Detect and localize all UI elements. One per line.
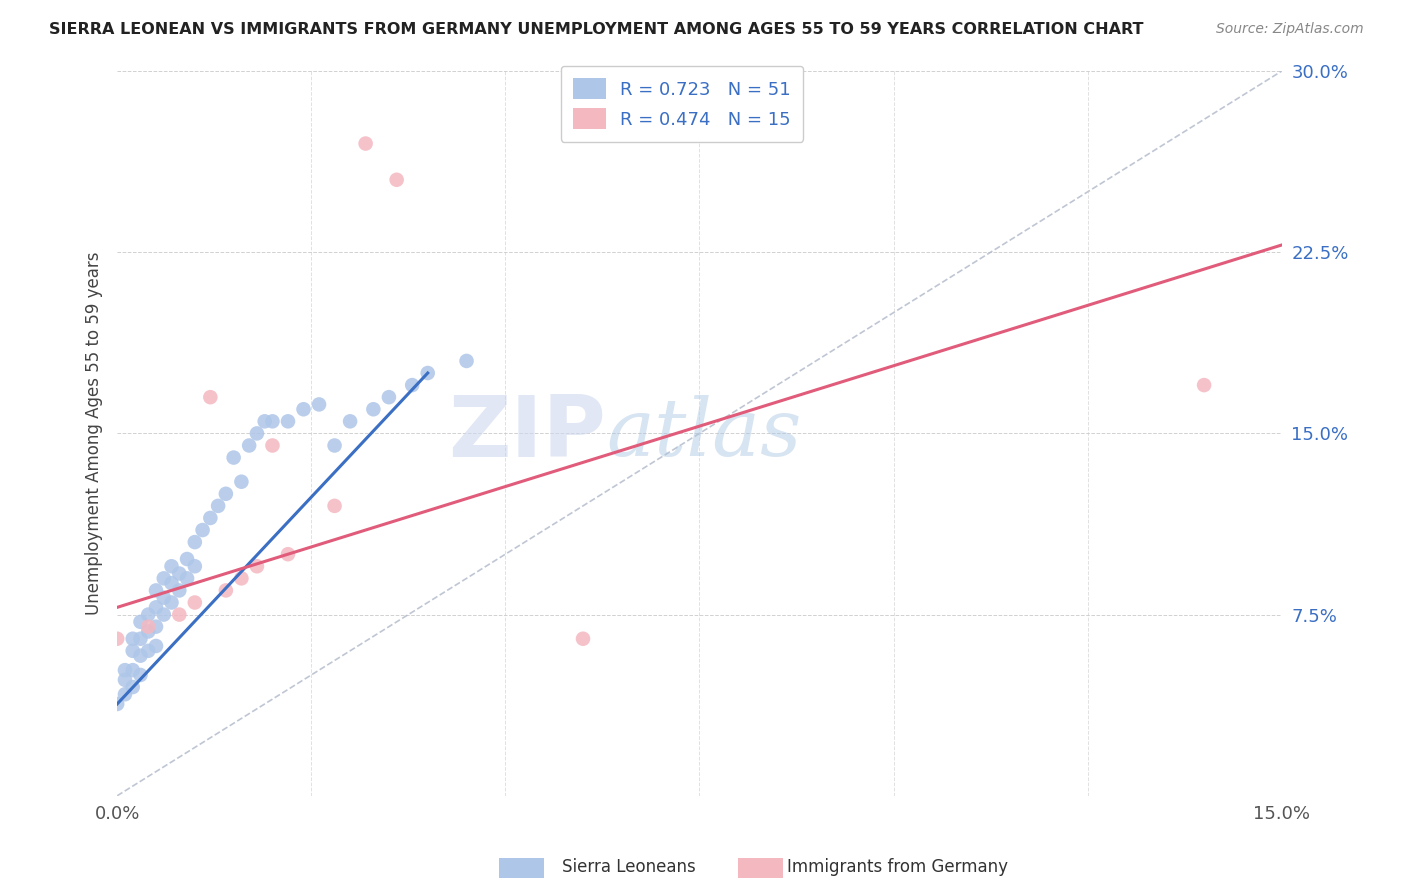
Point (200, 390, 222, 404)
Point (246, 426, 269, 441)
Point (145, 620, 167, 634)
Y-axis label: Unemployment Among Ages 55 to 59 years: Unemployment Among Ages 55 to 59 years (86, 252, 103, 615)
Point (121, 663, 143, 677)
Point (152, 591, 174, 605)
Point (152, 571, 174, 585)
Point (416, 366, 439, 380)
Point (121, 644, 143, 658)
Point (129, 668, 152, 682)
Point (253, 414, 276, 428)
Point (323, 438, 346, 452)
Point (262, 438, 284, 452)
Point (339, 414, 361, 428)
Point (456, 354, 478, 368)
Point (136, 620, 159, 634)
Point (215, 583, 238, 598)
Point (160, 595, 183, 609)
Text: ZIP: ZIP (449, 392, 606, 475)
Point (160, 576, 183, 591)
Point (231, 571, 253, 585)
Point (323, 499, 346, 513)
Point (105, 697, 128, 711)
Point (136, 607, 159, 622)
Text: Immigrants from Germany: Immigrants from Germany (787, 858, 1008, 876)
Point (121, 680, 143, 694)
Point (169, 607, 191, 622)
Point (145, 583, 167, 598)
Point (114, 673, 136, 687)
Point (169, 566, 191, 581)
Point (191, 523, 214, 537)
Point (401, 378, 423, 392)
Point (215, 487, 238, 501)
Point (277, 414, 299, 428)
Point (238, 438, 260, 452)
Point (129, 615, 152, 629)
Point (200, 511, 222, 525)
Point (160, 559, 183, 574)
Point (222, 450, 245, 465)
Point (207, 499, 229, 513)
Point (572, 632, 595, 646)
Point (169, 583, 191, 598)
Point (136, 624, 159, 639)
Legend: R = 0.723   N = 51, R = 0.474   N = 15: R = 0.723 N = 51, R = 0.474 N = 15 (561, 66, 803, 142)
Point (129, 648, 152, 663)
Point (136, 644, 159, 658)
Point (129, 632, 152, 646)
Point (176, 552, 198, 566)
Point (114, 687, 136, 701)
Point (1192, 378, 1215, 392)
Point (231, 475, 253, 489)
Point (277, 547, 299, 561)
Point (184, 535, 207, 549)
Point (378, 390, 401, 404)
Text: atlas: atlas (606, 394, 801, 472)
Point (145, 600, 167, 615)
Point (246, 559, 269, 574)
Point (121, 632, 143, 646)
Text: Sierra Leoneans: Sierra Leoneans (562, 858, 696, 876)
Point (354, 136, 377, 151)
Point (363, 402, 385, 417)
Point (262, 414, 284, 428)
Point (152, 607, 174, 622)
Point (114, 663, 136, 677)
Point (176, 571, 198, 585)
Point (292, 402, 315, 417)
Point (308, 397, 330, 411)
Text: SIERRA LEONEAN VS IMMIGRANTS FROM GERMANY UNEMPLOYMENT AMONG AGES 55 TO 59 YEARS: SIERRA LEONEAN VS IMMIGRANTS FROM GERMAN… (49, 22, 1143, 37)
Point (105, 632, 128, 646)
Point (385, 173, 408, 187)
Point (184, 595, 207, 609)
Text: Source: ZipAtlas.com: Source: ZipAtlas.com (1216, 22, 1364, 37)
Point (145, 639, 167, 653)
Point (184, 559, 207, 574)
